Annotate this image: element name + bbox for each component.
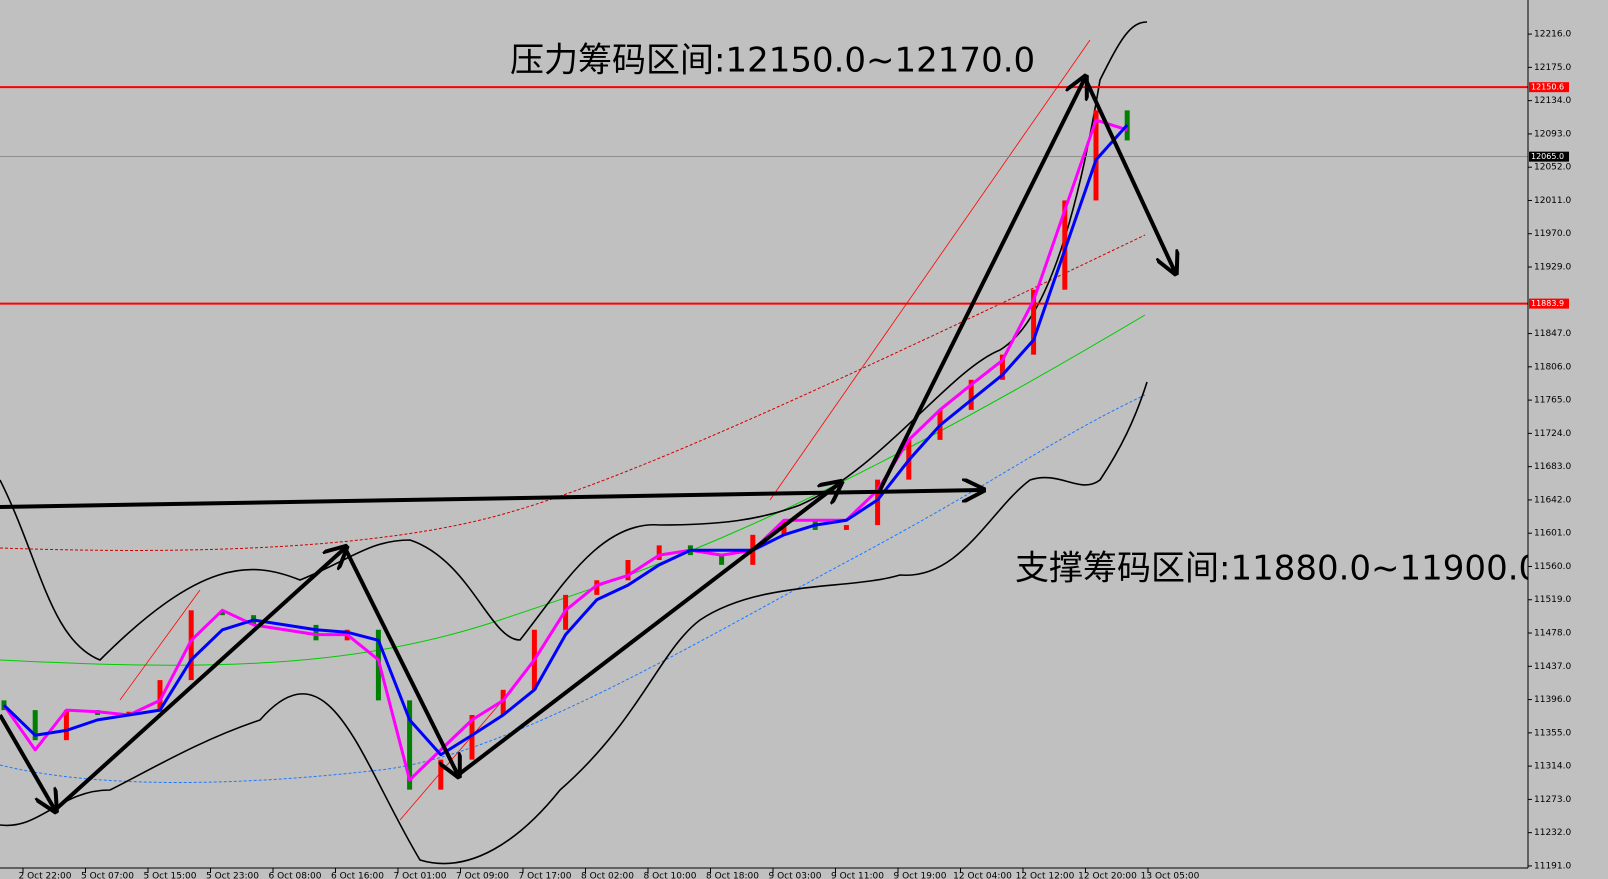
x-tick-label: 5 Oct 23:00 (206, 872, 259, 879)
trend-channel (119, 589, 201, 701)
y-tick-label: 12093.0 (1534, 129, 1571, 139)
x-tick-label: 6 Oct 16:00 (331, 872, 384, 879)
candle-body (500, 689, 506, 715)
candle-body (157, 680, 163, 712)
arrow (0, 713, 55, 810)
price-tag-label: 12065.0 (1531, 152, 1564, 161)
candle-body (1093, 110, 1099, 201)
arrows (0, 78, 1175, 810)
arrow (53, 548, 345, 812)
candle-body (313, 624, 319, 641)
price-tag (1529, 82, 1569, 93)
x-tick-label: 6 Oct 08:00 (269, 872, 322, 879)
band-upper (0, 21, 1148, 661)
y-tick-label: 11355.0 (1534, 728, 1571, 738)
candle-body (63, 710, 69, 741)
candle-body (469, 714, 475, 760)
candle-body (719, 555, 725, 565)
candle-body (656, 545, 662, 560)
y-tick-label: 11929.0 (1534, 263, 1571, 273)
price-tag-label: 11883.9 (1531, 299, 1564, 308)
x-tick-label: 13 Oct 05:00 (1141, 872, 1200, 879)
candle-body (594, 580, 600, 595)
candle-body (1062, 200, 1068, 290)
price-tag (1529, 298, 1569, 309)
y-tick-label: 11970.0 (1534, 229, 1571, 239)
arrow (343, 547, 458, 775)
x-tick-label: 8 Oct 02:00 (581, 872, 634, 879)
axis-labels: 12216.0 12175.0 12134.0 12093.0 12052.0 12011… (19, 30, 1572, 879)
arrow (1083, 77, 1175, 272)
y-tick-label: 11806.0 (1534, 362, 1571, 372)
arrow (878, 78, 1085, 491)
x-tick-label: 12 Oct 12:00 (1016, 872, 1075, 879)
candle-body (188, 610, 194, 681)
y-tick-label: 12216.0 (1534, 30, 1571, 40)
ma-dashed (0, 234, 1146, 551)
band-lower (0, 381, 1148, 865)
y-tick-label: 11765.0 (1534, 396, 1571, 406)
candle-body (32, 710, 38, 741)
price-tag-label: 12150.6 (1531, 83, 1564, 92)
x-tick-label: 7 Oct 17:00 (519, 872, 572, 879)
x-tick-label: 7 Oct 01:00 (394, 872, 447, 879)
candle-body (625, 559, 631, 581)
candle-body (1031, 289, 1037, 355)
y-tick-label: 12175.0 (1534, 63, 1571, 73)
indicators (0, 21, 1148, 865)
candle-body (407, 700, 413, 790)
ma-dashed-blue (0, 394, 1146, 783)
y-tick-label: 11683.0 (1534, 462, 1571, 472)
trend-channel (769, 39, 1091, 501)
y-tick-label: 11478.0 (1534, 629, 1571, 639)
x-tick-label: 8 Oct 10:00 (644, 872, 697, 879)
y-tick-label: 11642.0 (1534, 495, 1571, 505)
x-tick-label: 7 Oct 09:00 (456, 872, 509, 879)
price-levels (0, 86, 1528, 305)
y-tick-label: 11437.0 (1534, 662, 1571, 672)
x-tick-label: 5 Oct 15:00 (144, 872, 197, 879)
y-tick-label: 12052.0 (1534, 163, 1571, 173)
candle-body (1, 700, 7, 711)
x-tick-label: 9 Oct 19:00 (894, 872, 947, 879)
x-tick-label: 8 Oct 18:00 (706, 872, 759, 879)
x-tick-label: 2 Oct 22:00 (19, 872, 72, 879)
candle-body (219, 610, 225, 616)
x-tick-label: 5 Oct 07:00 (81, 872, 134, 879)
price-axis (1528, 0, 1608, 879)
y-tick-label: 11396.0 (1534, 695, 1571, 705)
y-tick-label: 11724.0 (1534, 429, 1571, 439)
y-tick-label: 11191.0 (1534, 861, 1571, 871)
x-tick-label: 12 Oct 04:00 (953, 872, 1012, 879)
candle-body (999, 354, 1005, 380)
x-tick-label: 12 Oct 20:00 (1078, 872, 1137, 879)
y-tick-label: 11273.0 (1534, 795, 1571, 805)
y-tick-label: 11601.0 (1534, 529, 1571, 539)
y-tick-label: 11314.0 (1534, 762, 1571, 772)
y-tick-label: 12011.0 (1534, 196, 1571, 206)
annotation: 支撑筹码区间:11880.0~11900.0 (1015, 549, 1540, 589)
y-tick-label: 11847.0 (1534, 329, 1571, 339)
x-tick-label: 9 Oct 11:00 (831, 872, 884, 879)
arrow (456, 483, 840, 777)
y-tick-label: 11519.0 (1534, 595, 1571, 605)
moving-average (2, 123, 1129, 757)
annotation: 压力筹码区间:12150.0~12170.0 (510, 41, 1035, 81)
candle-body (968, 379, 974, 410)
y-tick-label: 11560.0 (1534, 562, 1571, 572)
y-tick-label: 12134.0 (1534, 96, 1571, 106)
y-tick-label: 11232.0 (1534, 828, 1571, 838)
candle-body (875, 479, 881, 526)
price-tag (1529, 151, 1569, 162)
x-tick-label: 9 Oct 03:00 (769, 872, 822, 879)
price-marks (1, 110, 1130, 790)
candle-body (843, 525, 849, 530)
candle-body (438, 759, 444, 790)
moving-average (2, 118, 1128, 782)
